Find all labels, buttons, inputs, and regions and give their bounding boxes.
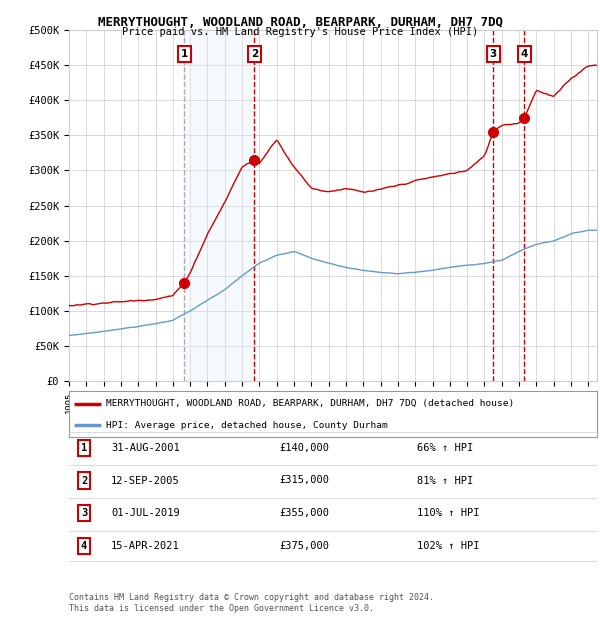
Text: 31-AUG-2001: 31-AUG-2001	[111, 443, 180, 453]
Text: HPI: Average price, detached house, County Durham: HPI: Average price, detached house, Coun…	[106, 421, 388, 430]
Text: 1: 1	[181, 50, 188, 60]
Text: Price paid vs. HM Land Registry's House Price Index (HPI): Price paid vs. HM Land Registry's House …	[122, 27, 478, 37]
Text: 12-SEP-2005: 12-SEP-2005	[111, 476, 180, 485]
Text: 15-APR-2021: 15-APR-2021	[111, 541, 180, 551]
Text: 1: 1	[81, 443, 87, 453]
Bar	[184, 30, 254, 381]
Text: 110% ↑ HPI: 110% ↑ HPI	[417, 508, 479, 518]
Text: Contains HM Land Registry data © Crown copyright and database right 2024.
This d: Contains HM Land Registry data © Crown c…	[69, 593, 434, 613]
Text: 81% ↑ HPI: 81% ↑ HPI	[417, 476, 473, 485]
Text: 3: 3	[81, 508, 87, 518]
Text: 3: 3	[490, 50, 497, 60]
Text: £375,000: £375,000	[279, 541, 329, 551]
Text: 2: 2	[251, 50, 258, 60]
Text: 66% ↑ HPI: 66% ↑ HPI	[417, 443, 473, 453]
Text: £315,000: £315,000	[279, 476, 329, 485]
Text: 4: 4	[81, 541, 87, 551]
Text: MERRYTHOUGHT, WOODLAND ROAD, BEARPARK, DURHAM, DH7 7DQ: MERRYTHOUGHT, WOODLAND ROAD, BEARPARK, D…	[97, 16, 503, 29]
Text: £355,000: £355,000	[279, 508, 329, 518]
Text: 4: 4	[520, 50, 528, 60]
Text: £140,000: £140,000	[279, 443, 329, 453]
Text: 102% ↑ HPI: 102% ↑ HPI	[417, 541, 479, 551]
Text: 01-JUL-2019: 01-JUL-2019	[111, 508, 180, 518]
Text: 2: 2	[81, 476, 87, 485]
Text: MERRYTHOUGHT, WOODLAND ROAD, BEARPARK, DURHAM, DH7 7DQ (detached house): MERRYTHOUGHT, WOODLAND ROAD, BEARPARK, D…	[106, 399, 514, 408]
